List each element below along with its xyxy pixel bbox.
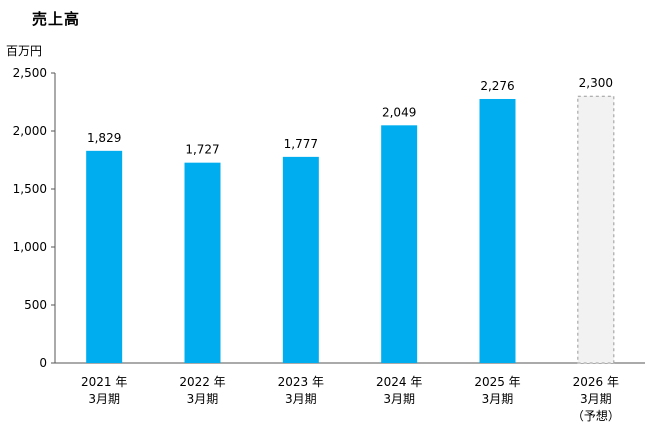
y-tick-label: 2,500 <box>13 66 47 80</box>
bar <box>282 156 319 363</box>
x-category-label: 2026 年 <box>573 375 619 389</box>
y-tick-label: 0 <box>39 356 47 370</box>
y-tick-label: 1,500 <box>13 182 47 196</box>
x-category-label: 2022 年 <box>179 375 225 389</box>
x-category-label: （予想） <box>572 408 620 423</box>
data-label: 1,727 <box>185 143 219 157</box>
bar <box>479 98 516 363</box>
x-category-label: 2024 年 <box>376 375 422 389</box>
x-category-label: 3月期 <box>88 392 120 406</box>
x-category-label: 3月期 <box>482 392 514 406</box>
bar <box>381 125 418 363</box>
data-label: 1,777 <box>284 137 318 151</box>
x-category-label: 3月期 <box>187 392 219 406</box>
x-category-label: 2025 年 <box>474 375 520 389</box>
data-label: 1,829 <box>87 131 121 145</box>
data-label: 2,276 <box>480 79 514 93</box>
forecast-bar <box>577 95 615 364</box>
data-label: 2,049 <box>382 105 416 119</box>
x-category-label: 3月期 <box>383 392 415 406</box>
y-tick-label: 1,000 <box>13 240 47 254</box>
x-category-label: 2021 年 <box>81 375 127 389</box>
bar <box>184 162 221 363</box>
x-category-label: 2023 年 <box>278 375 324 389</box>
x-category-label: 3月期 <box>285 392 317 406</box>
y-tick-label: 2,000 <box>13 124 47 138</box>
x-category-label: 3月期 <box>580 392 612 406</box>
y-tick-label: 500 <box>24 298 47 312</box>
y-axis-unit-label: 百万円 <box>6 44 43 58</box>
data-label: 2,300 <box>579 76 613 90</box>
bar <box>86 150 123 363</box>
chart-title: 売上高 <box>32 10 81 28</box>
